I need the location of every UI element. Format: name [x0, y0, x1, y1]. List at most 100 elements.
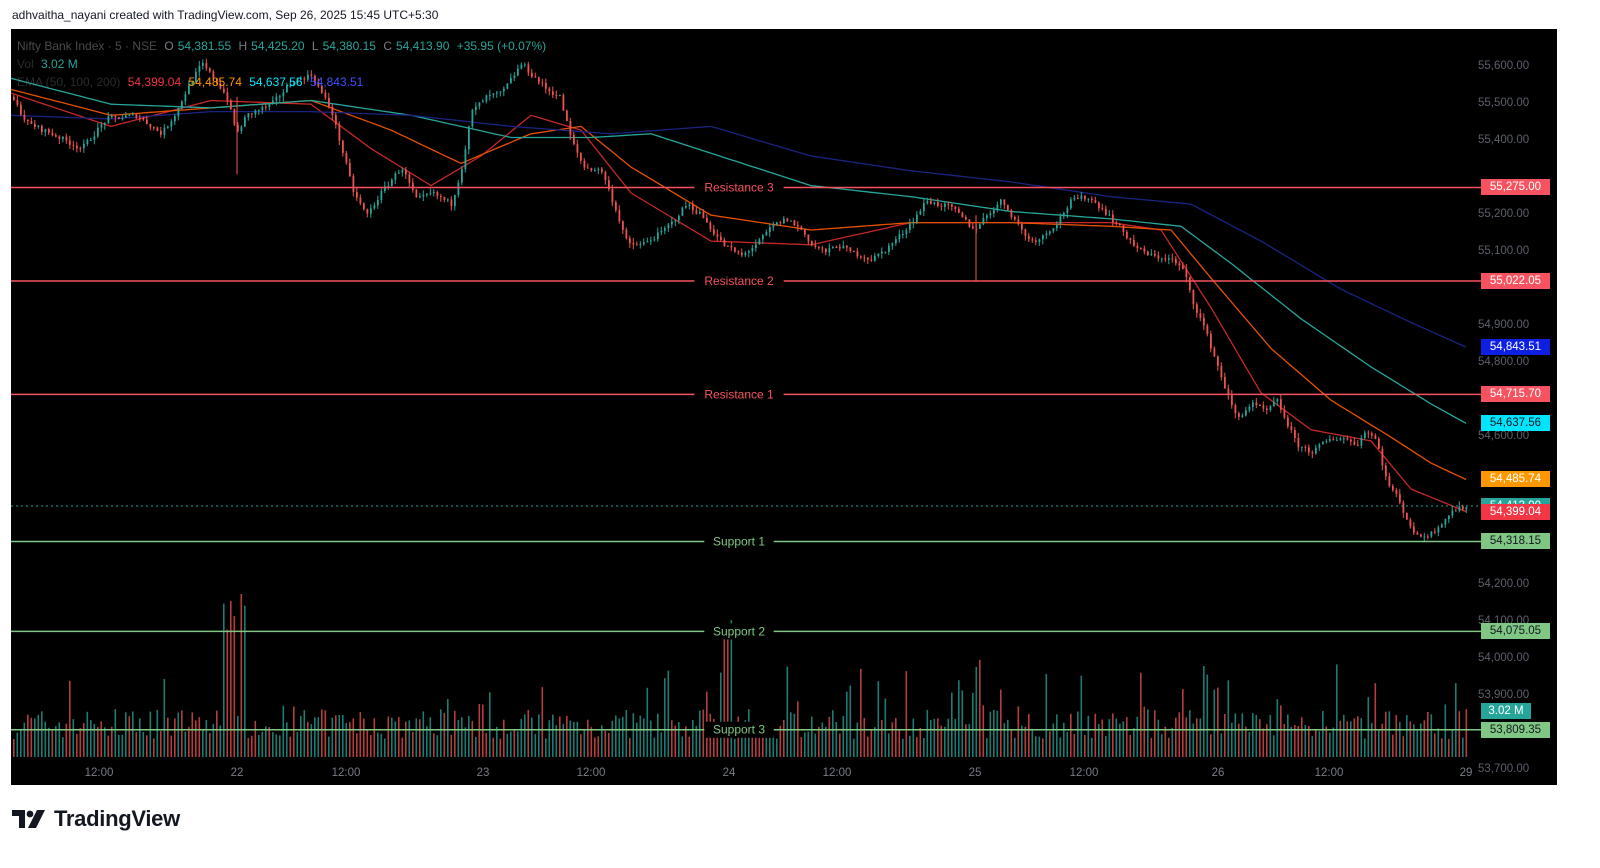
volume-bar [1059, 737, 1062, 757]
volume-bar [1091, 737, 1093, 757]
candle-body [342, 140, 344, 153]
level-label-bg [694, 273, 784, 290]
volume-bar [874, 727, 876, 757]
volume-bar [741, 726, 743, 757]
volume-bar [1409, 721, 1412, 757]
volume-bar [538, 714, 540, 757]
volume-bar [181, 710, 183, 757]
volume-bar [275, 734, 278, 757]
volume-bar [937, 718, 939, 757]
volume-bar [832, 710, 834, 757]
price-axis-tick: 54,000.00 [1478, 652, 1530, 665]
volume-bar [1406, 715, 1408, 757]
candle-body [1336, 440, 1338, 442]
volume-bar [541, 687, 544, 757]
candle-body [951, 204, 953, 207]
candle-body [436, 192, 439, 196]
candle-body [289, 85, 292, 87]
legend-volume-label[interactable]: Vol [17, 57, 34, 71]
volume-bar [989, 711, 992, 757]
candle-body [100, 124, 103, 128]
volume-bar [1140, 672, 1142, 757]
volume-bar [1395, 715, 1398, 757]
volume-bar [1126, 717, 1128, 757]
candle-body [230, 100, 232, 110]
candle-body [1392, 486, 1394, 491]
candle-body [1444, 519, 1447, 525]
candle-body [793, 220, 796, 226]
candle-body [590, 168, 593, 171]
volume-bar [429, 717, 432, 757]
candle-body [601, 168, 603, 172]
candle-body [814, 245, 817, 247]
candle-body [716, 234, 719, 237]
candle-body [216, 78, 218, 83]
candle-body [569, 121, 572, 136]
volume-bar [1255, 714, 1258, 757]
candle-body [41, 125, 43, 132]
volume-bar [1301, 717, 1303, 757]
volume-bar [933, 718, 936, 757]
tradingview-brand[interactable]: TradingView [12, 806, 180, 832]
candle-body [394, 173, 397, 180]
volume-bar [177, 712, 180, 757]
volume-bar [205, 720, 208, 757]
volume-bar [107, 735, 110, 757]
candle-body [972, 226, 974, 229]
volume-bar [1154, 710, 1156, 757]
candle-body [1367, 432, 1370, 434]
volume-bar [867, 736, 869, 757]
volume-bar [846, 691, 848, 757]
candle-body [114, 116, 117, 118]
legend-ema-1: 54,399.04 [127, 75, 182, 89]
candle-body [1371, 433, 1373, 436]
chart-frame[interactable]: Resistance 3 Resistance 2 Resistance 1 Supp… [11, 29, 1557, 785]
candle-body [1206, 325, 1209, 334]
candle-body [1007, 205, 1009, 211]
candle-body [982, 218, 985, 225]
candle-body [804, 229, 806, 235]
volume-bar [20, 729, 22, 757]
volume-bar [1360, 718, 1363, 757]
candle-body [1052, 228, 1055, 232]
volume-bar [100, 721, 103, 757]
volume-bar [1392, 734, 1394, 757]
volume-bar [916, 737, 918, 757]
level-label: Support 1 [713, 534, 765, 548]
volume-bar [1017, 706, 1020, 757]
candle-body [772, 224, 775, 228]
volume-bar [90, 719, 92, 757]
time-axis-tick: 12:00 [1069, 767, 1099, 779]
candle-body [328, 97, 330, 107]
tradingview-logo-icon [12, 810, 45, 828]
volume-bar [702, 709, 705, 757]
legend-ema-label[interactable]: EMA (50, 100, 200) [17, 75, 121, 89]
candle-body [898, 234, 901, 240]
candle-body [310, 74, 313, 76]
candle-body [765, 232, 768, 236]
legend-symbol[interactable]: Nifty Bank Index · 5 · NSE [17, 39, 158, 53]
volume-bar [307, 721, 309, 757]
volume-bar [30, 717, 33, 757]
volume-bar [139, 718, 141, 757]
volume-bar [62, 737, 64, 757]
candle-body [1437, 527, 1440, 533]
volume-bar [93, 723, 96, 757]
volume-bar [723, 638, 726, 757]
price-chart[interactable]: Resistance 3 Resistance 2 Resistance 1 Supp… [11, 29, 1557, 785]
volume-bar [667, 670, 670, 757]
legend-close: 54,413.90 [395, 39, 450, 53]
volume-bar [310, 724, 313, 757]
volume-bar [1273, 735, 1275, 757]
volume-bar [1297, 726, 1300, 757]
volume-bar [1182, 689, 1184, 757]
candle-body [1283, 409, 1286, 418]
volume-bar [688, 736, 691, 757]
level-label: Support 3 [713, 723, 765, 737]
volume-bar [552, 714, 554, 757]
candle-body [1308, 447, 1310, 453]
volume-bar [58, 722, 61, 757]
ema-line-1 [11, 92, 1467, 513]
volume-bar [1101, 719, 1104, 757]
price-badge: 54,075.05 [1481, 623, 1550, 640]
